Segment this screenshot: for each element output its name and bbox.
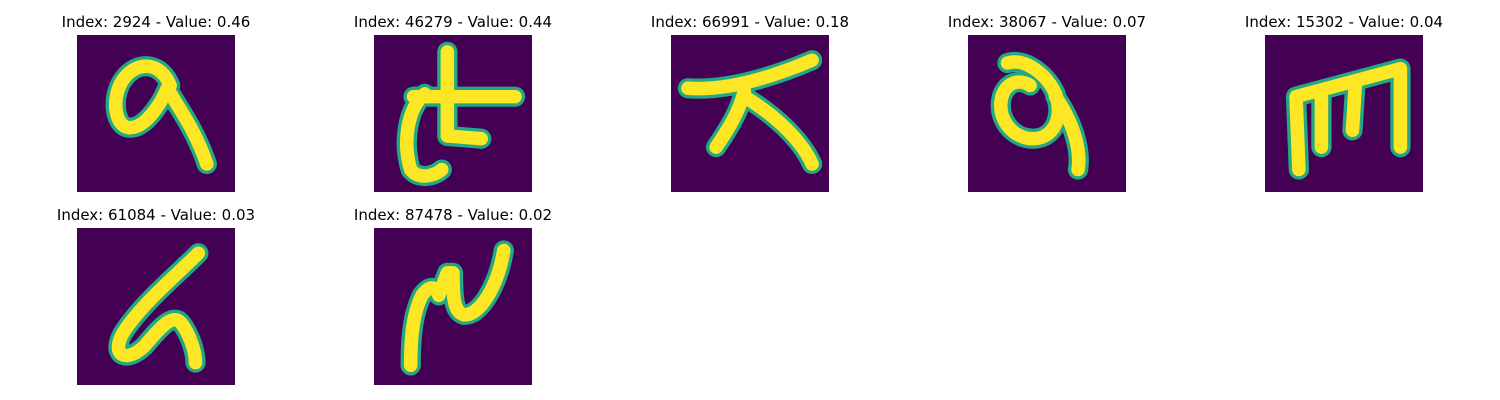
panel: Index: 15302 - Value: 0.04 [1214,13,1474,198]
panel-title: Index: 38067 - Value: 0.07 [947,13,1147,31]
digit-image [374,228,532,385]
panel: Index: 46279 - Value: 0.44 [323,13,583,198]
panel-title: Index: 87478 - Value: 0.02 [353,206,553,224]
digit-image [1265,35,1423,192]
digit-image [77,228,235,385]
digit-image [671,35,829,192]
panel-title: Index: 61084 - Value: 0.03 [56,206,256,224]
digit-image [374,35,532,192]
panel-title: Index: 2924 - Value: 0.46 [61,13,251,31]
panel-title: Index: 15302 - Value: 0.04 [1244,13,1444,31]
panel: Index: 66991 - Value: 0.18 [620,13,880,198]
digit-image [968,35,1126,192]
panel: Index: 38067 - Value: 0.07 [917,13,1177,198]
panel-title: Index: 66991 - Value: 0.18 [650,13,850,31]
panel: Index: 2924 - Value: 0.46 [26,13,286,198]
digit-image [77,35,235,192]
panel: Index: 61084 - Value: 0.03 [26,206,286,391]
panel: Index: 87478 - Value: 0.02 [323,206,583,391]
panel-title: Index: 46279 - Value: 0.44 [353,13,553,31]
